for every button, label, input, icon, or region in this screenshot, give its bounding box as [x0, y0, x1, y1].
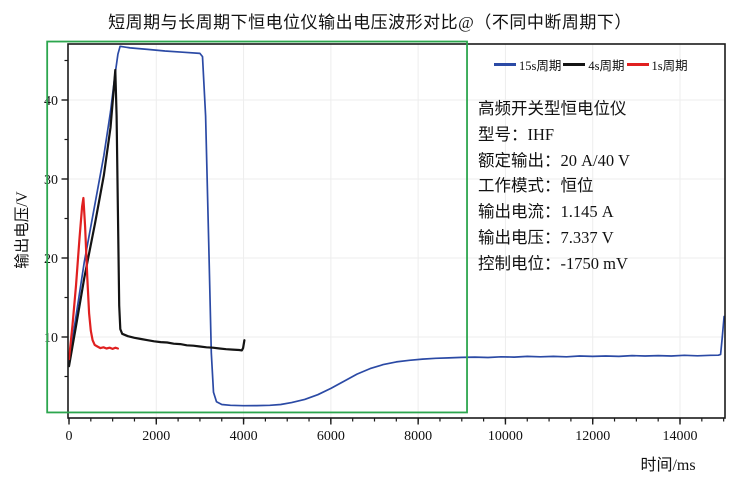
y-tick-label: 40: [44, 94, 58, 109]
y-tick-label: 20: [44, 252, 58, 267]
y-tick-label: 10: [44, 331, 58, 346]
legend-label-1s: 1s周期: [651, 59, 688, 73]
info-line-rated-output: 额定输出：20 A/40 V: [478, 150, 630, 170]
x-tick-label: 8000: [404, 429, 432, 444]
legend-line-swatch-4s: [563, 63, 586, 66]
legend-line-swatch-1s: [626, 63, 649, 66]
legend-label-4s: 4s周期: [588, 59, 625, 73]
info-line-model: 型号：IHF: [478, 124, 555, 144]
y-axis-label: 输出电压/V: [14, 191, 31, 269]
series-line-0: [68, 45, 725, 407]
y-tick-label: 30: [44, 173, 58, 188]
x-tick-label: 10000: [488, 429, 523, 444]
x-axis-label: 时间/ms: [640, 457, 696, 474]
legend-item-1s: 1s周期: [626, 55, 688, 74]
info-line-output-current: 输出电流：1.145 A: [478, 202, 614, 222]
legend-line-swatch-15s: [494, 63, 516, 66]
legend-label-15s: 15s周期: [519, 59, 562, 73]
info-line-control-potential: 控制电位：-1750 mV: [478, 253, 628, 273]
legend-item-15s: 15s周期: [494, 55, 561, 74]
device-info-panel: 高频开关型恒电位仪 型号：IHF 额定输出：20 A/40 V 工作模式：恒位 …: [478, 96, 630, 277]
info-line-work-mode: 工作模式：恒位: [478, 176, 594, 196]
series-line-2: [67, 196, 120, 361]
x-tick-label: 6000: [317, 429, 345, 444]
info-line-output-voltage: 输出电压：7.337 V: [478, 227, 614, 247]
info-line-device-type: 高频开关型恒电位仪: [478, 99, 627, 118]
x-tick-label: 4000: [230, 429, 258, 444]
legend: 15s周期 4s周期 1s周期: [494, 55, 688, 74]
x-tick-label: 12000: [575, 429, 610, 444]
annotation-highlight-box: [46, 40, 468, 414]
legend-item-4s: 4s周期: [563, 55, 625, 74]
chart-title: 短周期与长周期下恒电位仪输出电压波形对比@（不同中断周期下）: [108, 13, 632, 32]
x-tick-label: 14000: [663, 429, 698, 444]
x-tick-label: 0: [66, 429, 73, 444]
x-tick-label: 2000: [142, 429, 170, 444]
series-line-1: [67, 68, 246, 368]
